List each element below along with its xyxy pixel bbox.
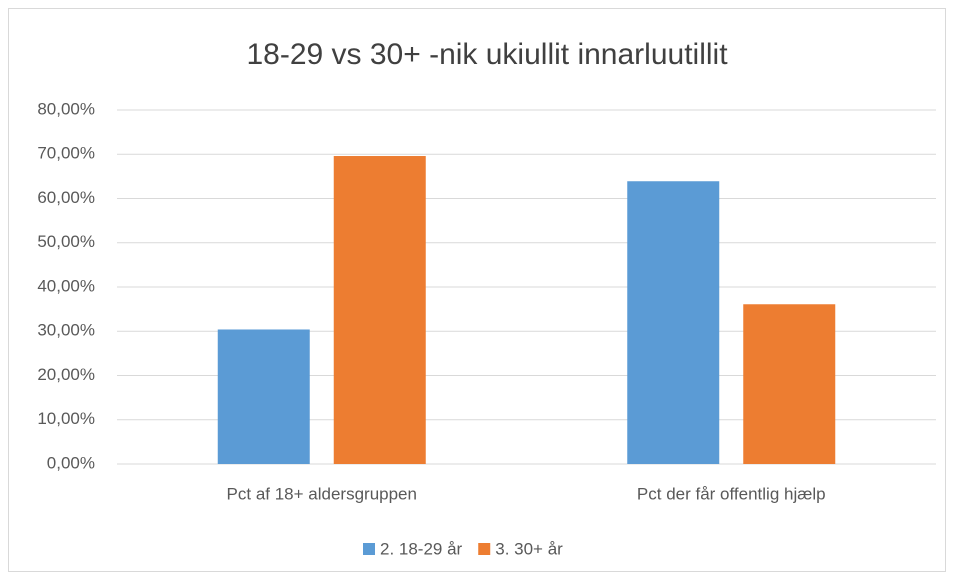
y-tick-label: 10,00% xyxy=(37,409,95,428)
y-tick-label: 0,00% xyxy=(47,453,95,472)
legend-swatch xyxy=(478,543,491,555)
bar xyxy=(627,181,720,464)
legend-label: 3. 30+ år xyxy=(495,539,563,558)
y-tick-label: 30,00% xyxy=(37,321,95,340)
legend-label: 2. 18-29 år xyxy=(380,539,463,558)
y-tick-label: 80,00% xyxy=(37,99,95,118)
bar xyxy=(333,156,426,464)
chart-title: 18-29 vs 30+ -nik ukiullit innarluutilli… xyxy=(246,38,728,71)
y-tick-label: 40,00% xyxy=(37,276,95,295)
y-tick-label: 70,00% xyxy=(37,144,95,163)
x-tick-label: Pct af 18+ aldersgruppen xyxy=(227,484,417,503)
bar xyxy=(217,329,310,464)
chart-border xyxy=(8,8,946,572)
bar xyxy=(743,304,836,464)
x-tick-label: Pct der får offentlig hjælp xyxy=(637,484,826,503)
y-tick-label: 50,00% xyxy=(37,232,95,251)
y-tick-label: 60,00% xyxy=(37,188,95,207)
legend-swatch xyxy=(363,543,375,555)
y-tick-label: 20,00% xyxy=(37,365,95,384)
